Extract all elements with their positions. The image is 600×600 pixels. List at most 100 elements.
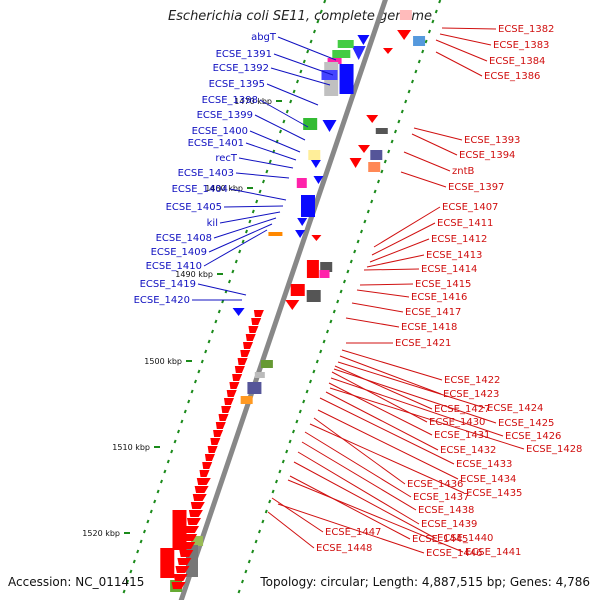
scale-tick-mark (129, 569, 133, 574)
gene-block (268, 232, 283, 236)
right-gene-label: ECSE_1418 (401, 322, 457, 333)
scale-tick-mark (387, 149, 391, 154)
right-gene-label: ECSE_1448 (316, 543, 372, 554)
scale-dots-left (122, 0, 327, 594)
leader-line (293, 461, 436, 539)
gene-arrow (397, 30, 412, 40)
right-gene-label: ECSE_1435 (466, 488, 522, 499)
leader-line (266, 83, 319, 106)
leader-line (329, 387, 525, 450)
leader-line (411, 133, 458, 156)
leader-line (267, 511, 315, 549)
left-gene-label: abgT (251, 32, 277, 43)
scale-tick-mark (359, 229, 364, 234)
leader-line (356, 289, 410, 298)
scale-tick-mark (261, 519, 265, 524)
scale-tick-mark (319, 349, 323, 354)
leader-line (435, 51, 483, 77)
gene-arrow (349, 158, 362, 168)
scale-tick-mark (231, 269, 235, 274)
gene-block (321, 70, 338, 80)
scale-tick-mark (397, 119, 401, 124)
gene-block (308, 150, 321, 160)
scale-tick-mark (125, 579, 130, 584)
scale-tick-mark (247, 559, 251, 564)
scale-tick-mark (295, 419, 299, 424)
scale-tick-mark (312, 29, 317, 34)
scale-tick-mark (183, 409, 187, 414)
scale-tick-mark (254, 539, 258, 544)
scale-tick-mark (217, 309, 221, 314)
scale-tick-mark (274, 479, 279, 484)
gene-arrow (351, 46, 366, 60)
left-gene-label: ECSE_1419 (140, 279, 196, 290)
right-gene-label: ECSE_1426 (505, 431, 561, 442)
scale-tick-mark (170, 449, 174, 454)
gene-arrow (382, 48, 393, 54)
scale-tick-mark (421, 49, 425, 54)
gene-block (399, 10, 412, 20)
leader-line (333, 368, 497, 424)
scale-tick-mark (176, 429, 181, 434)
gene-block (254, 372, 265, 378)
right-gene-label: ECSE_1397 (448, 182, 504, 193)
scale-tick-mark (268, 499, 272, 504)
scale-tick-mark (180, 419, 184, 424)
left-gene-label: ECSE_1398 (202, 95, 258, 106)
leader-line (345, 317, 400, 328)
scale-tick-mark (187, 399, 191, 404)
gene-block (375, 128, 388, 134)
gene-arrow (199, 470, 210, 477)
leader-line (351, 302, 404, 313)
right-gene-label: ECSE_1440 (437, 533, 493, 544)
left-gene-label: ECSE_1403 (178, 168, 234, 179)
scale-tick-mark (234, 259, 238, 264)
scale-label-1490-kbp: 1490 kbp (175, 270, 213, 279)
left-gene-label: ECSE_1420 (134, 295, 190, 306)
gene-arrow (175, 566, 190, 573)
right-gene-label: ECSE_1430 (429, 417, 485, 428)
scale-tick-mark (207, 339, 211, 344)
gene-block (327, 58, 342, 64)
gene-arrow (366, 115, 379, 123)
gene-block (160, 548, 175, 578)
leader-line (363, 268, 420, 271)
gene-block (301, 195, 315, 217)
accession-text: Accession: NC_011415 (8, 575, 145, 589)
gene-arrow (204, 454, 215, 461)
scale-tick-mark (146, 519, 150, 524)
gene-arrow (185, 526, 200, 533)
scale-tick-mark (278, 129, 283, 134)
gene-block (319, 270, 330, 278)
scale-tick-mark (336, 299, 340, 304)
gene-arrow (232, 374, 243, 381)
right-gene-label: ECSE_1434 (460, 474, 516, 485)
scale-tick-mark (390, 139, 394, 144)
leader-line (229, 188, 287, 201)
right-gene-label: ECSE_1431 (434, 430, 490, 441)
left-gene-label: recT (215, 153, 238, 164)
right-gene-label: ECSE_1437 (413, 492, 469, 503)
right-gene-label: ECSE_1433 (456, 459, 512, 470)
right-gene-label: ECSE_1414 (421, 264, 477, 275)
gene-block (320, 262, 333, 272)
gene-arrow (215, 422, 226, 429)
right-gene-label: ECSE_1438 (418, 505, 474, 516)
right-gene-label: ECSE_1421 (395, 338, 451, 349)
right-gene-label: ECSE_1424 (487, 403, 543, 414)
gene-arrow (202, 462, 213, 469)
left-gene-label: ECSE_1409 (151, 247, 207, 258)
gene-arrow (358, 145, 370, 153)
scale-tick-mark (308, 379, 313, 384)
scale-tick-mark (299, 69, 303, 74)
scale-tick-mark (315, 359, 319, 364)
gene-arrow (311, 235, 322, 241)
gene-arrow (188, 510, 203, 517)
scale-tick-mark (122, 589, 126, 594)
gene-arrow (313, 176, 324, 184)
left-gene-label: ECSE_1405 (166, 202, 222, 213)
scale-tick-mark (285, 449, 289, 454)
leader-line (219, 211, 281, 224)
